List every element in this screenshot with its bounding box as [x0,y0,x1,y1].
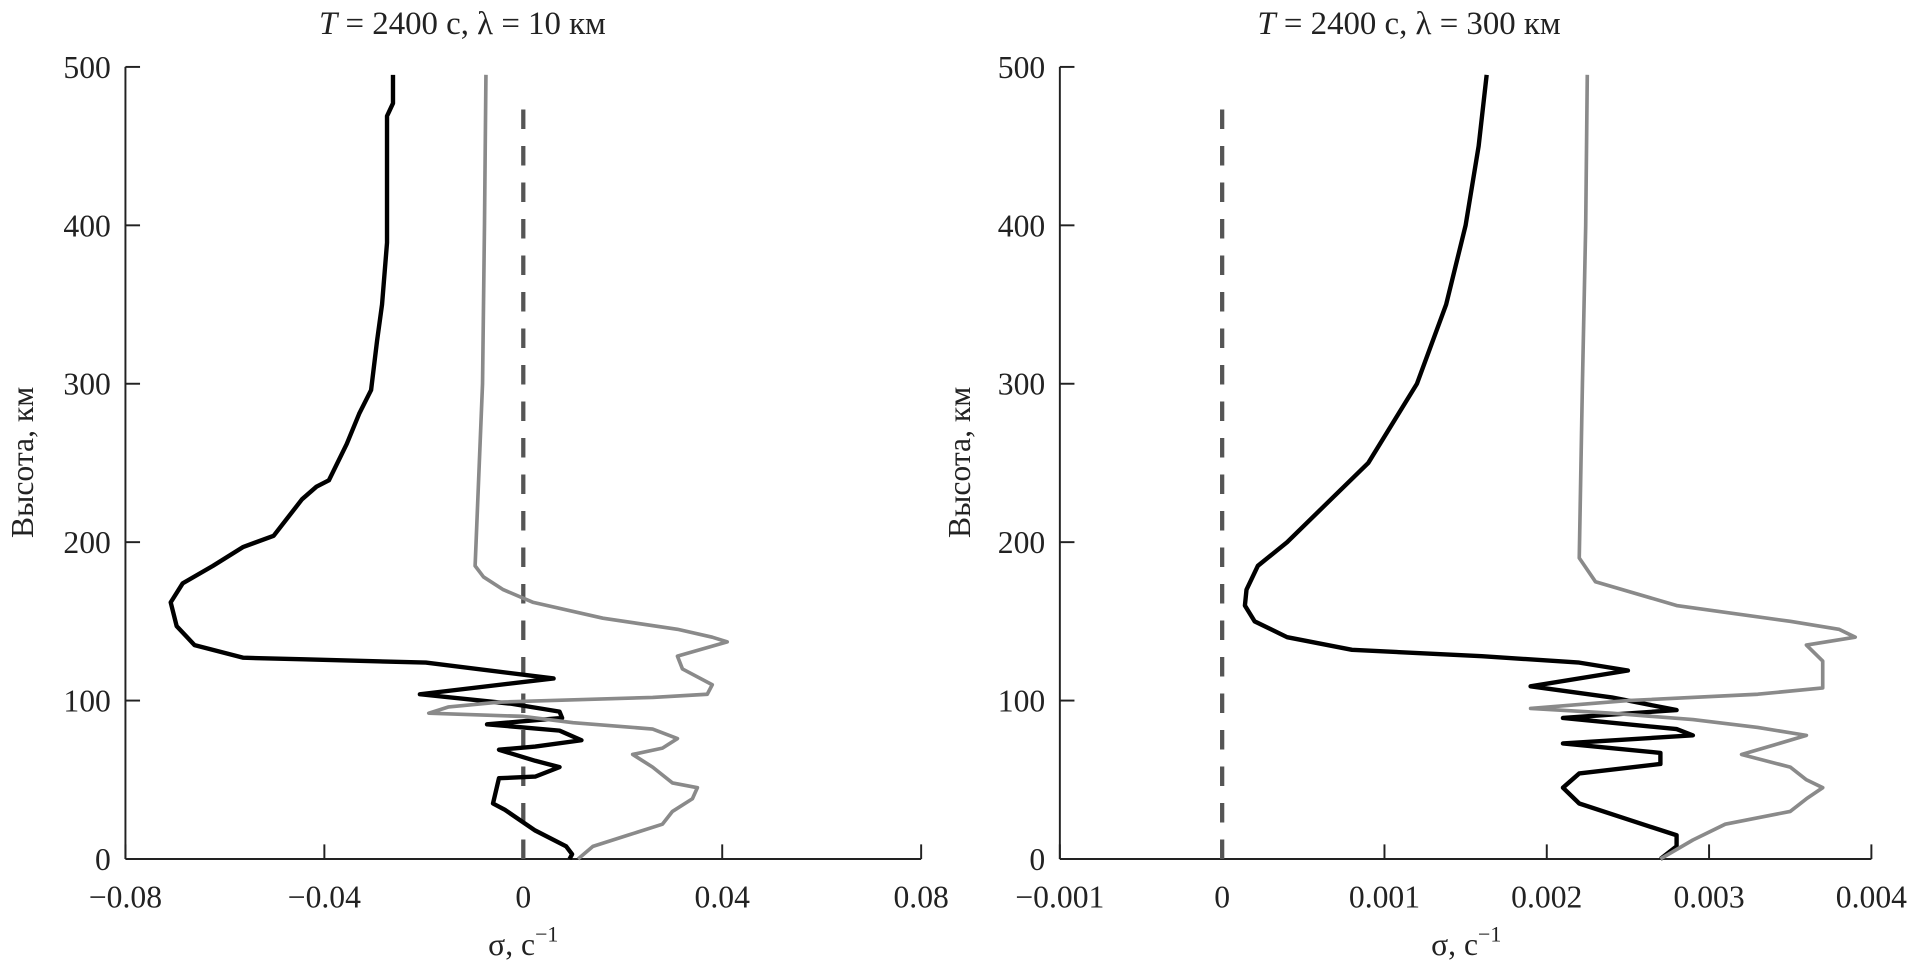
series-black-line [1242,74,1696,861]
x-tick-label: −0.04 [288,880,361,915]
left-panel: T = 2400 с, λ = 10 км Высота, км σ, с−1 … [5,6,949,962]
series-gray-line [1528,74,1858,861]
y-tick-label: 100 [63,684,110,719]
x-tick-label: 0.003 [1673,880,1744,915]
x-axis-label: σ, с−1 [1431,922,1501,962]
y-tick-label: 200 [63,525,110,560]
x-tick-label: 0.04 [695,880,751,915]
y-tick-label: 500 [63,50,110,85]
x-tick-label: 0 [515,880,531,915]
y-tick-label: 300 [63,367,110,402]
x-tick-label: 0.004 [1836,880,1907,915]
series-black-line [168,74,584,861]
y-tick-label: 500 [998,50,1045,85]
y-axis-label: Высота, км [5,387,40,538]
chart-title: T = 2400 с, λ = 300 км [1257,6,1560,42]
x-tick-label: 0 [1214,880,1230,915]
x-tick-label: 0.002 [1511,880,1582,915]
y-tick-label: 400 [63,208,110,243]
x-tick-label: 0.001 [1349,880,1420,915]
y-tick-label: 100 [998,684,1045,719]
right-panel: T = 2400 с, λ = 300 км Высота, км σ, с−1… [942,6,1907,962]
chart-title: T = 2400 с, λ = 10 км [319,6,606,42]
y-tick-label: 400 [998,208,1045,243]
y-tick-label: 0 [95,842,111,877]
x-tick-label: −0.001 [1015,880,1104,915]
x-tick-label: 0.08 [893,880,948,915]
x-axis-label: σ, с−1 [488,922,558,962]
y-tick-label: 300 [998,367,1045,402]
y-tick-label: 0 [1029,842,1045,877]
x-tick-label: −0.08 [89,880,162,915]
series-gray-line [426,74,730,861]
y-tick-label: 200 [998,525,1045,560]
y-axis-label: Высота, км [942,387,977,538]
